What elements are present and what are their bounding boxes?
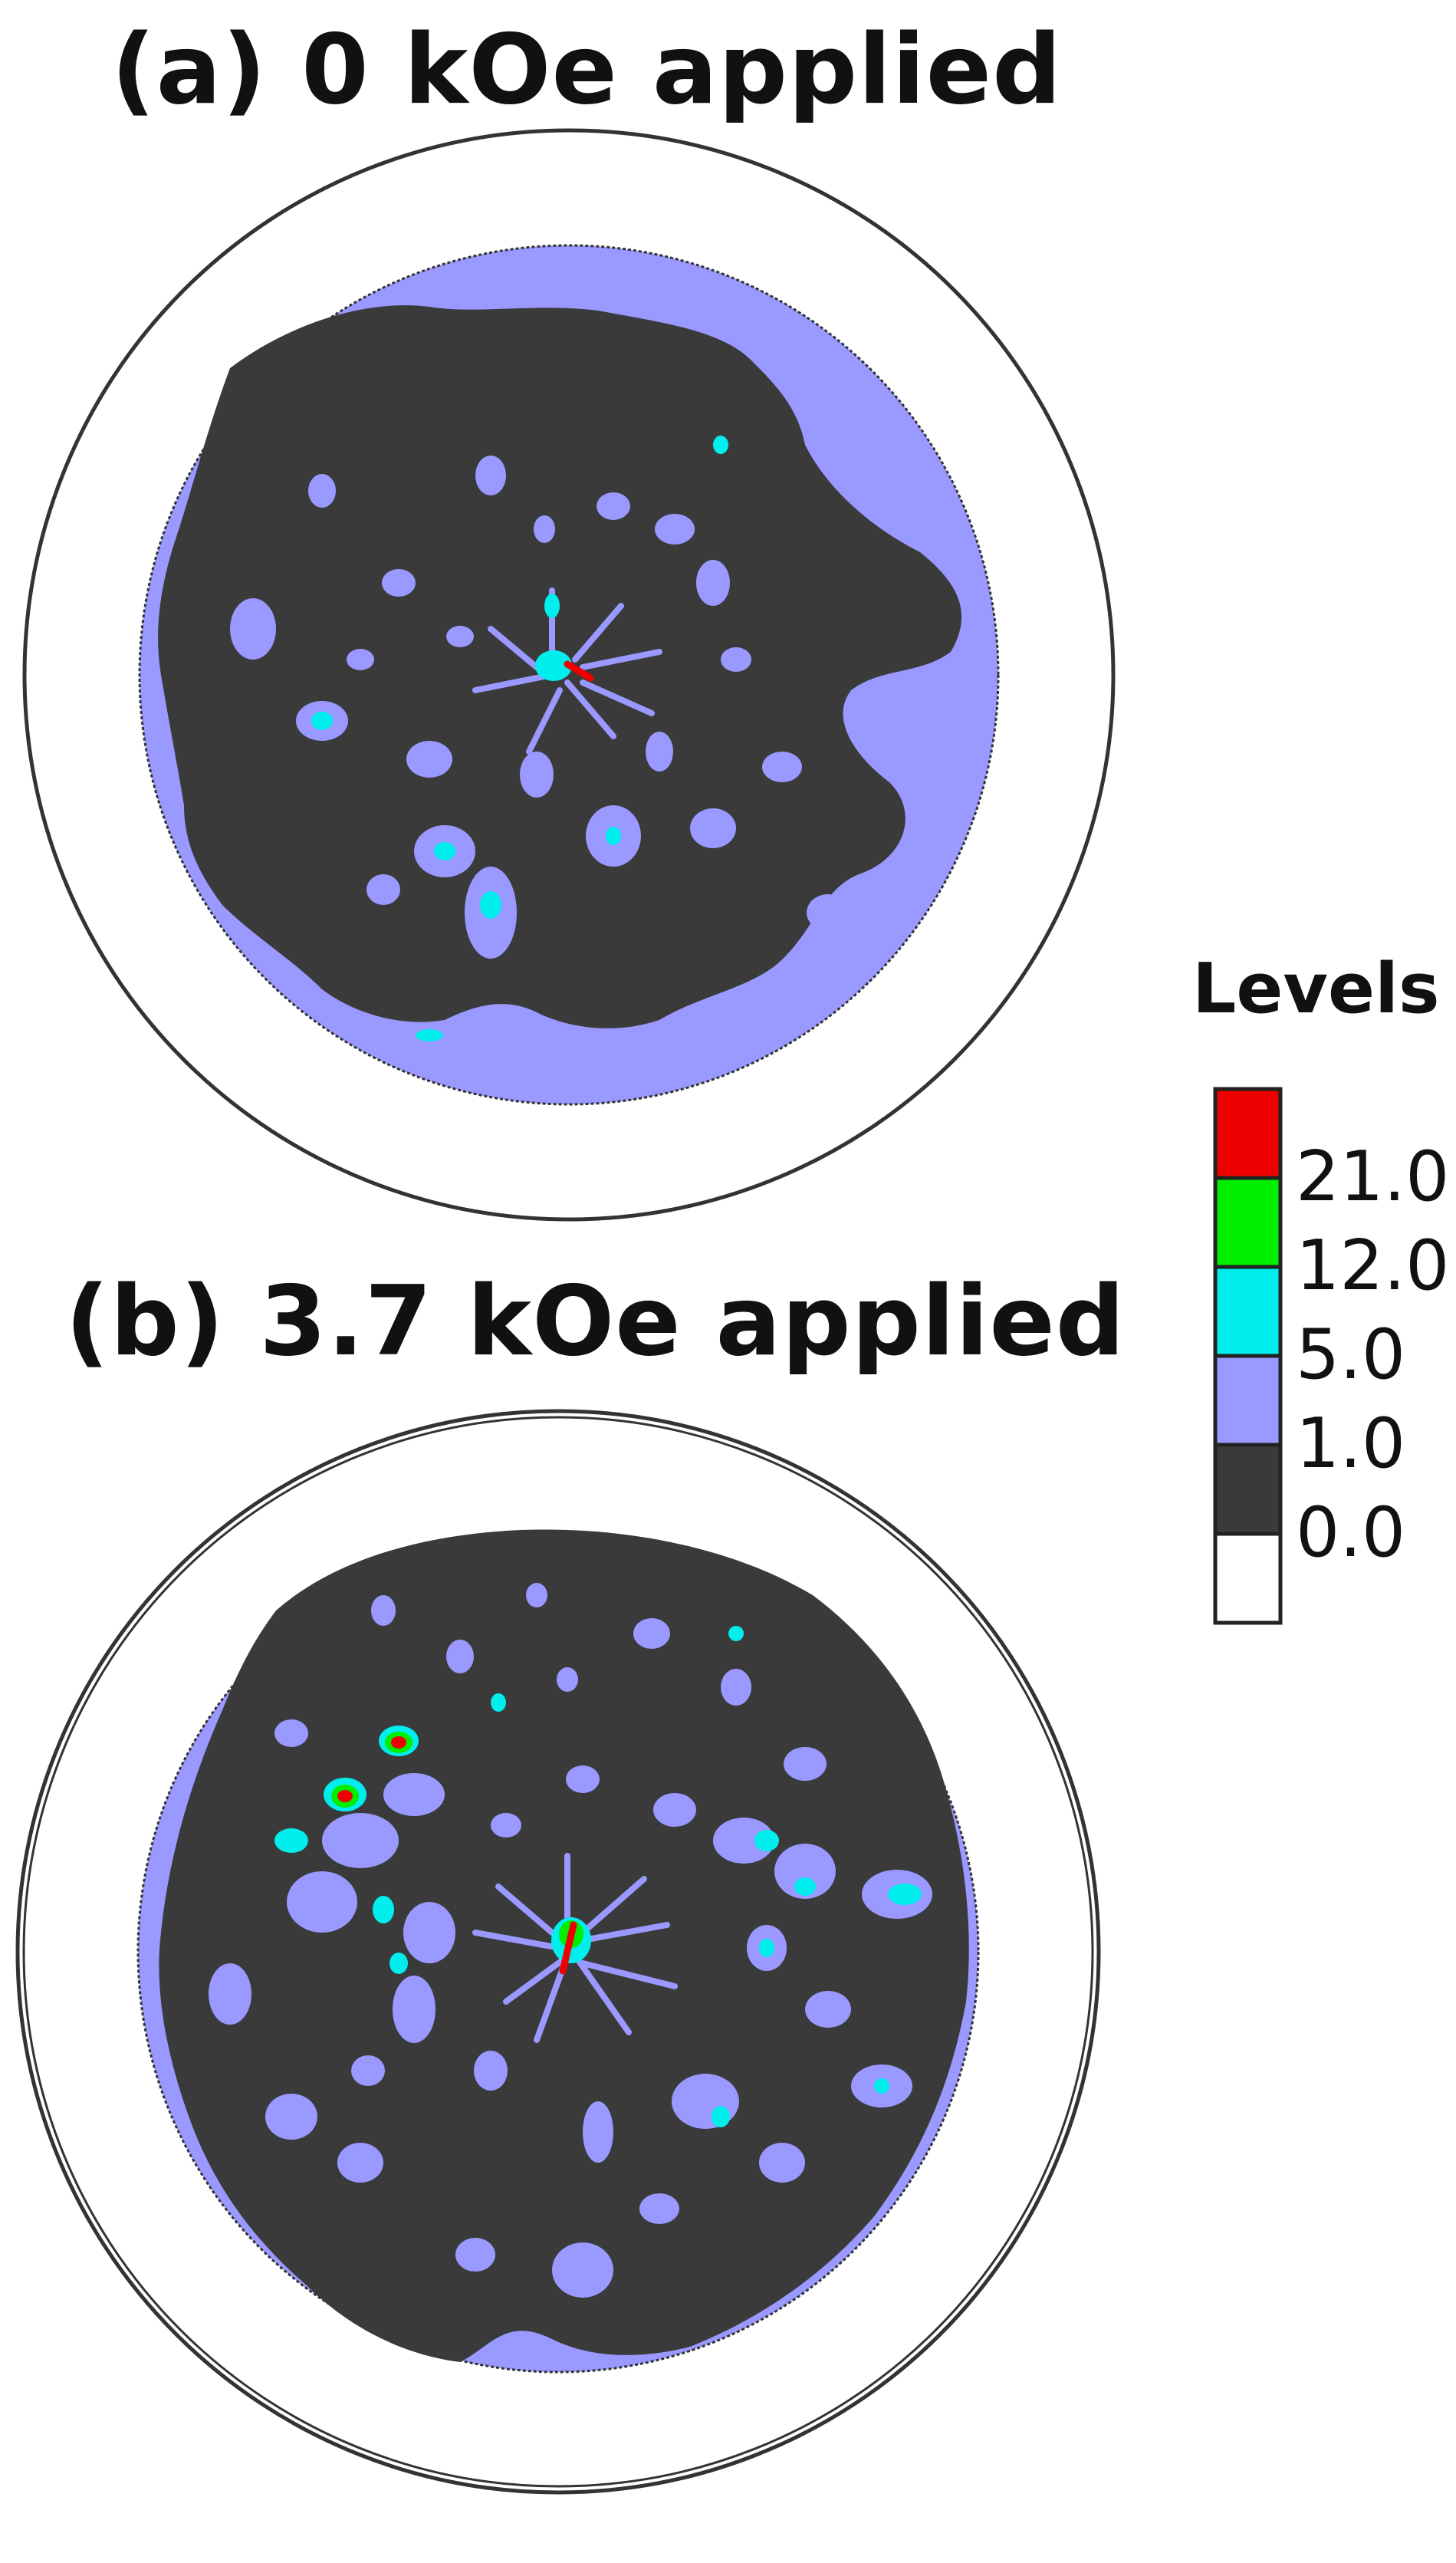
legend-bin-21-plus: [1215, 1089, 1280, 1178]
legend-bin-1-5: [1215, 1356, 1280, 1445]
pole-figure-a-cyan-spots: [311, 436, 728, 1041]
legend-bin-0-1: [1215, 1445, 1280, 1534]
legend-tick-label: 1.0: [1296, 1403, 1406, 1484]
pole-figure-b-outer-circle-inner: [22, 1416, 1094, 2488]
pole-figure-b: [15, 1409, 1101, 2495]
legend-title: Levels: [1192, 949, 1440, 1029]
pole-figure-a-red-spot: [564, 660, 594, 682]
pole-figure-b-patches: [209, 1583, 932, 2298]
legend-tick-label: 5.0: [1296, 1314, 1406, 1395]
legend: [1213, 1087, 1283, 1625]
panel-a-title: (a) 0 kOe applied: [111, 13, 1063, 126]
legend-bin-12-21: [1215, 1178, 1280, 1267]
legend-bin-below-0: [1215, 1534, 1280, 1623]
pole-figure-b-red-spots: [337, 1736, 577, 1975]
legend-tick-label: 21.0: [1296, 1137, 1450, 1217]
pole-figure-b-streaks: [472, 1853, 678, 2043]
pole-figure-a: [22, 128, 1116, 1222]
legend-bin-5-12: [1215, 1267, 1280, 1356]
panel-b-title: (b) 3.7 kOe applied: [65, 1265, 1126, 1377]
pole-figure-a-patches: [230, 456, 850, 959]
legend-tick-label: 12.0: [1296, 1226, 1450, 1306]
legend-tick-label: 0.0: [1296, 1492, 1406, 1573]
